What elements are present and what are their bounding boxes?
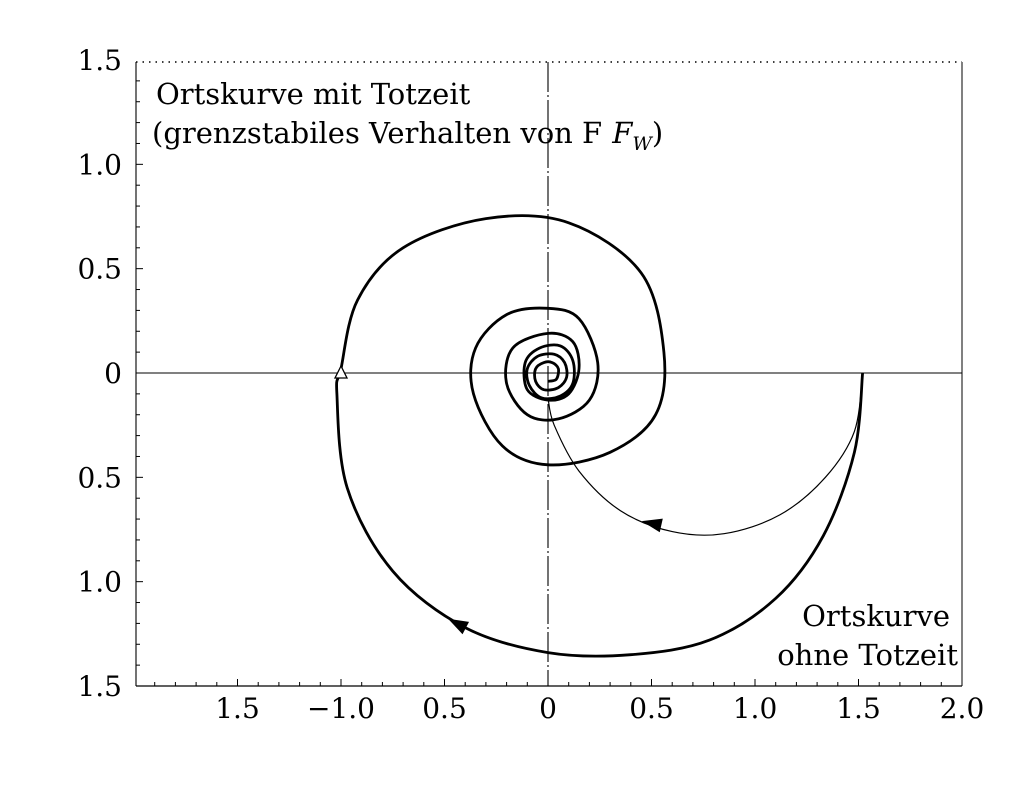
annotation-without-deadtime-line2: ohne Totzeit xyxy=(777,638,958,672)
annotation-F-symbol: F xyxy=(611,116,633,150)
curves xyxy=(333,214,864,658)
y-tick-label: 0.5 xyxy=(77,253,122,286)
tick-labels: 1.5 −1.0 0.5 0 0.5 1.0 1.5 2.0 1.5 1.0 0.5 0 0.5 1.0 1… xyxy=(77,44,984,725)
direction-arrow xyxy=(448,618,470,635)
x-tick-label: 0.5 xyxy=(629,692,674,725)
x-tick-label: −1.0 xyxy=(307,692,375,725)
plot-frame xyxy=(135,61,963,687)
ticks xyxy=(136,80,942,686)
y-tick-label: 0 xyxy=(104,357,122,390)
axes xyxy=(136,62,962,686)
x-tick-label: 2.0 xyxy=(940,692,985,725)
annotation-with-deadtime-text: (grenzstabiles Verhalten von F xyxy=(152,116,602,150)
direction-arrow xyxy=(641,518,663,533)
x-tick-label: 1.5 xyxy=(215,692,260,725)
y-tick-label: 0.5 xyxy=(77,461,122,494)
annotation-with-deadtime-line1: Ortskurve mit Totzeit xyxy=(156,77,471,111)
x-tick-label: 1.0 xyxy=(733,692,778,725)
y-tick-label: 1.0 xyxy=(77,566,122,599)
x-tick-label: 0.5 xyxy=(422,692,467,725)
curve-with-deadtime xyxy=(335,214,864,658)
annotation-with-deadtime-line2: (grenzstabiles Verhalten von F FW) xyxy=(152,116,663,155)
annotation-F-subscript: W xyxy=(632,133,653,155)
critical-point-marker xyxy=(333,364,349,379)
y-tick-label: 1.5 xyxy=(77,670,122,703)
x-tick-label: 0 xyxy=(539,692,557,725)
y-tick-label: 1.0 xyxy=(77,148,122,181)
annotation-without-deadtime-line1: Ortskurve xyxy=(802,599,950,633)
annotations: Ortskurve mit Totzeit (grenzstabiles Ver… xyxy=(152,77,958,672)
y-tick-label: 1.5 xyxy=(77,44,122,77)
curve-without-deadtime xyxy=(547,372,864,536)
x-tick-label: 1.5 xyxy=(836,692,881,725)
annotation-close-paren: ) xyxy=(652,116,663,150)
